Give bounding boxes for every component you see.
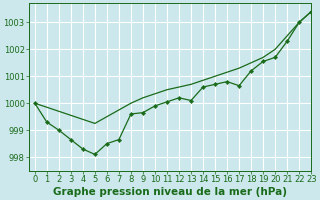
X-axis label: Graphe pression niveau de la mer (hPa): Graphe pression niveau de la mer (hPa) <box>53 187 287 197</box>
